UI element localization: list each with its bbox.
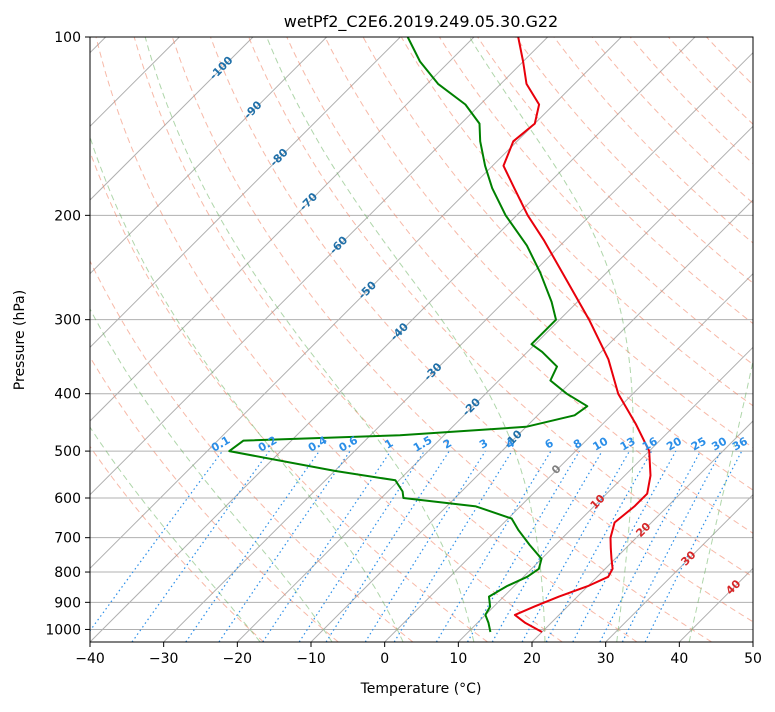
y-tick-label: 900 [54,595,81,611]
x-tick-label: −40 [75,651,105,667]
y-tick-label: 600 [54,491,81,507]
y-tick-label: 300 [54,313,81,329]
y-tick-label: 200 [54,208,81,224]
y-tick-label: 700 [54,531,81,547]
chart-title: wetPf2_C2E6.2019.249.05.30.G22 [284,12,558,32]
x-tick-label: −20 [223,651,253,667]
x-tick-label: 40 [670,651,688,667]
y-tick-label: 1000 [45,622,81,638]
y-tick-label: 100 [54,30,81,46]
x-axis-label: Temperature (°C) [360,681,482,697]
x-tick-label: 0 [380,651,389,667]
x-tick-label: −30 [149,651,179,667]
x-tick-label: 20 [523,651,541,667]
y-axis-label: Pressure (hPa) [12,290,28,390]
x-tick-label: 30 [597,651,615,667]
y-tick-label: 400 [54,387,81,403]
y-tick-label: 500 [54,444,81,460]
x-tick-label: 10 [449,651,467,667]
x-tick-label: 50 [744,651,762,667]
y-tick-label: 800 [54,565,81,581]
x-tick-label: −10 [296,651,326,667]
